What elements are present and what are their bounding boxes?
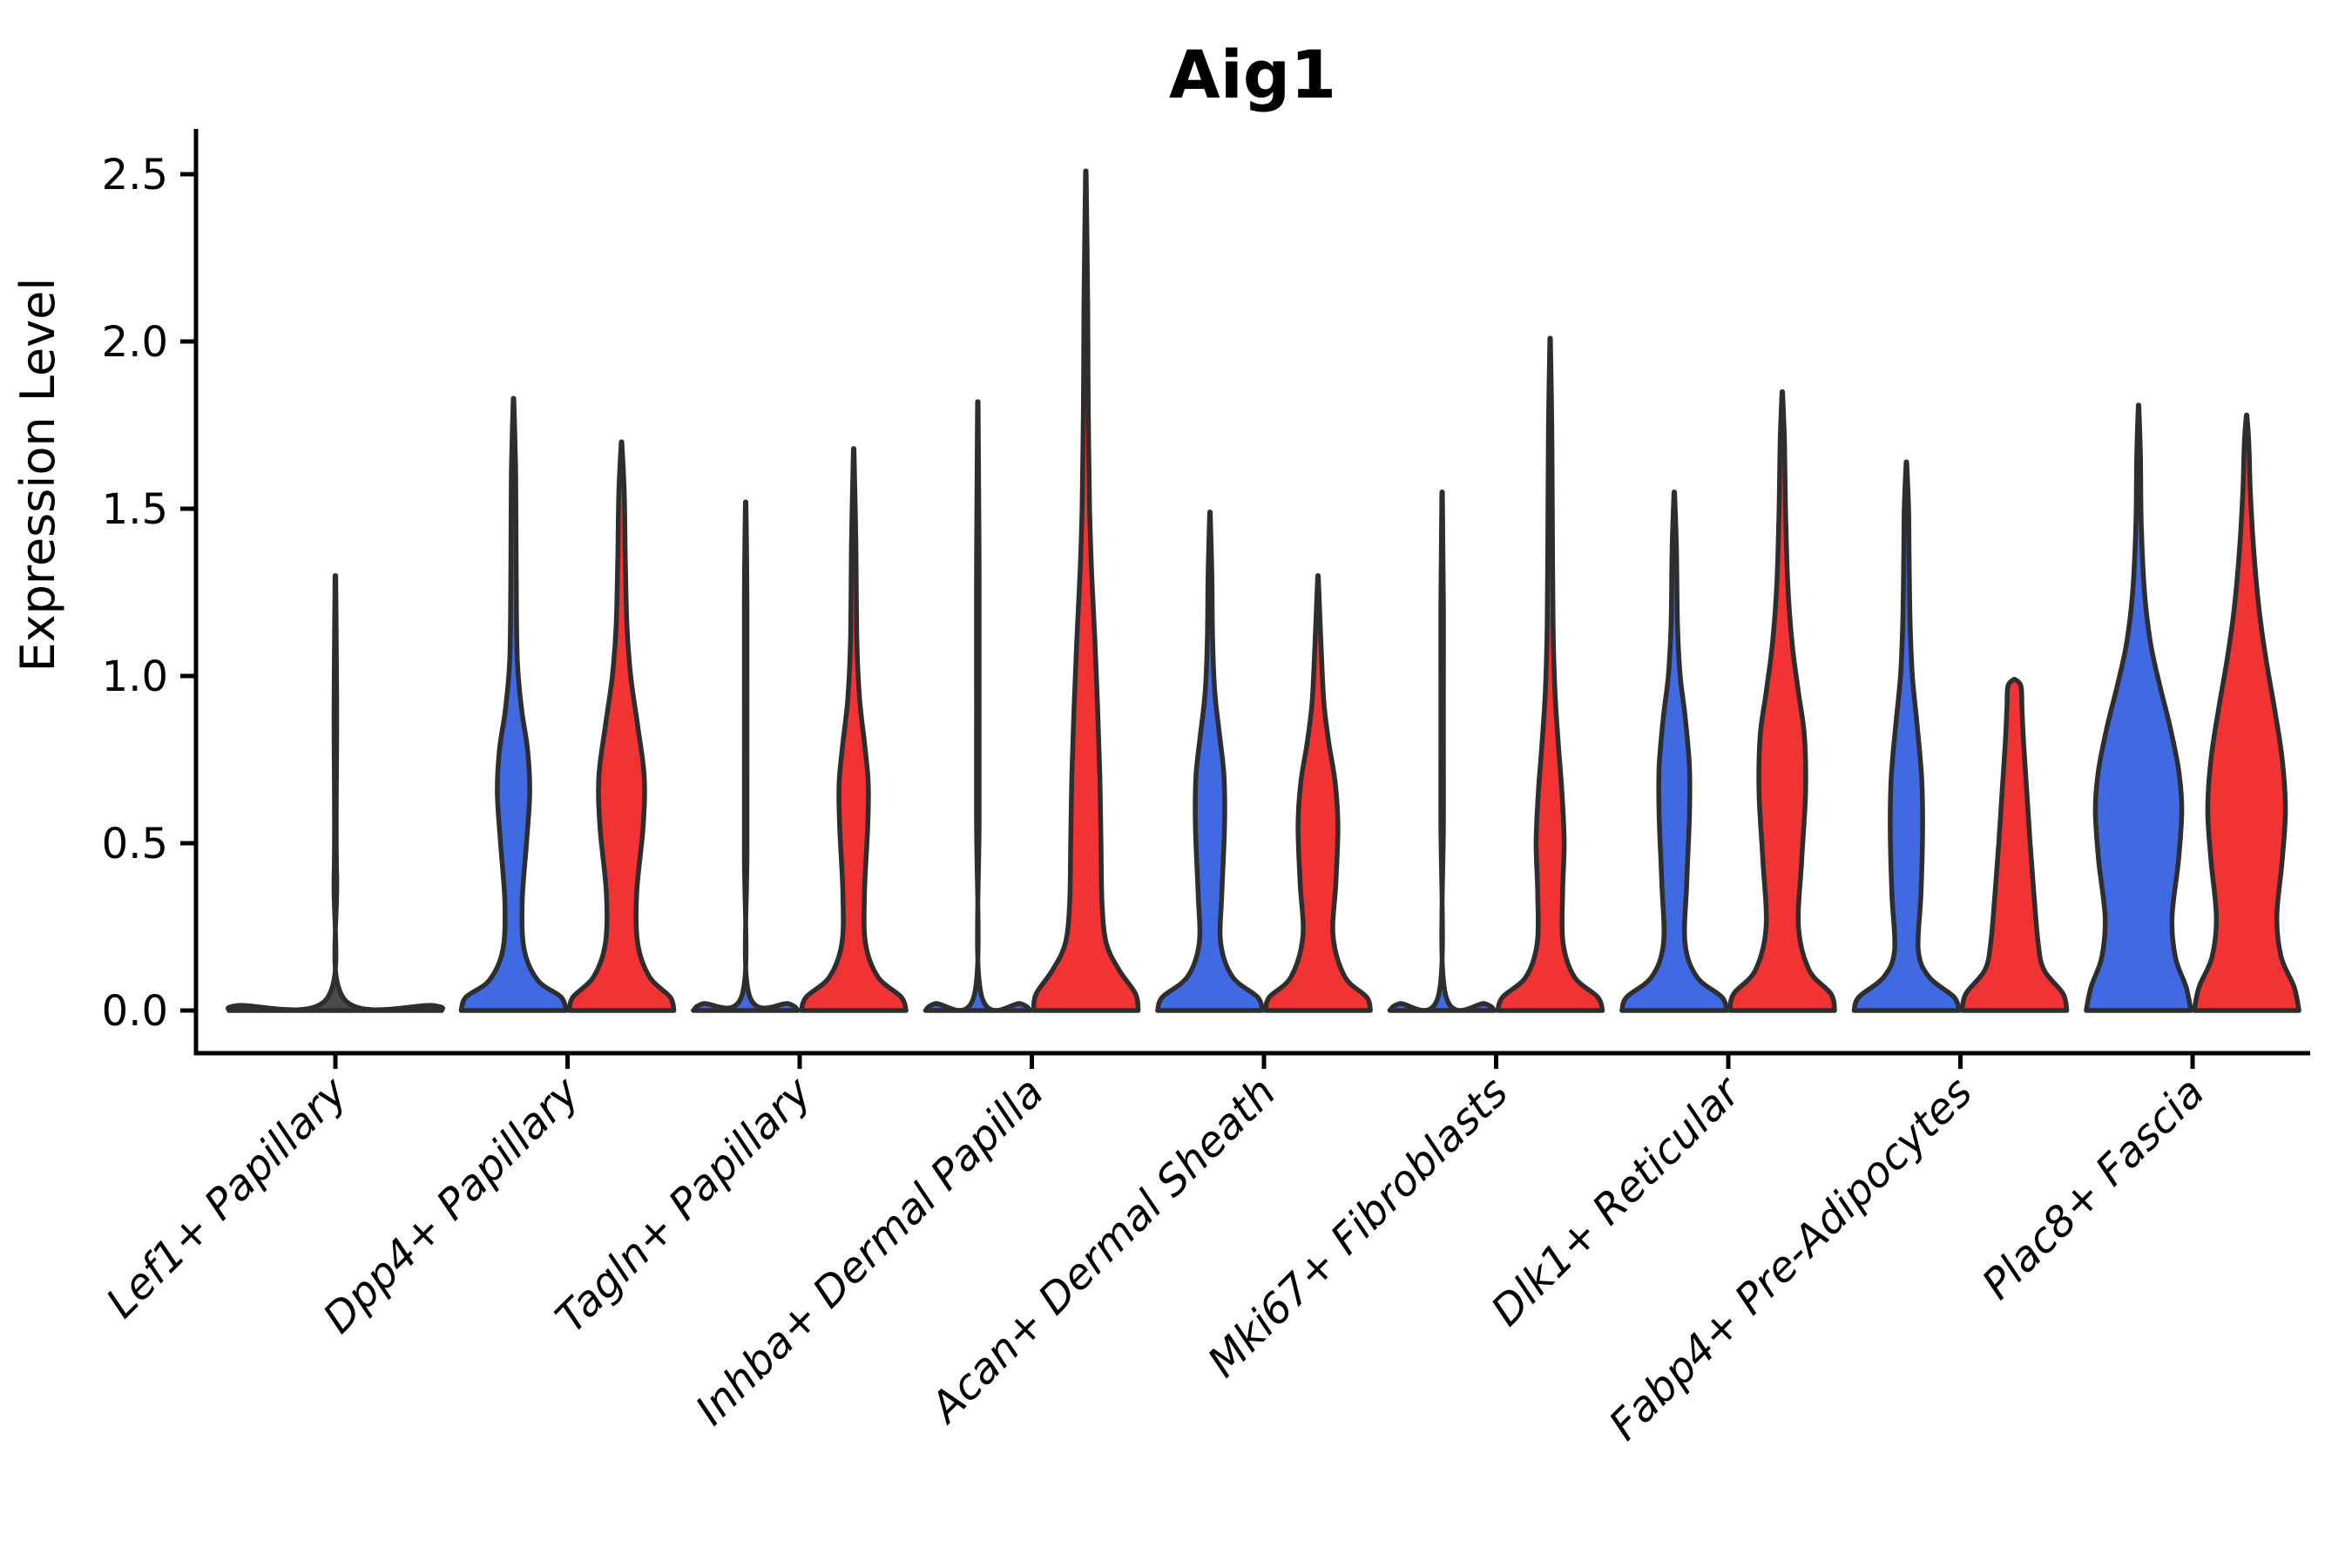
violin-dlk1-red xyxy=(1727,389,1837,1013)
violin-mki67-red xyxy=(1495,335,1605,1013)
violin-plac8-red xyxy=(2192,412,2301,1013)
y-axis-label: Expression Level xyxy=(10,278,65,672)
y-tick-label-2.0: 2.0 xyxy=(102,318,168,367)
violin-fabp4-blue xyxy=(1851,459,1962,1013)
violin-tagln-blue xyxy=(691,499,801,1013)
violin-dpp4-red xyxy=(566,439,677,1013)
y-ticks-group: 0.0 0.5 1.0 1.5 2.0 2.5 xyxy=(102,151,196,1036)
y-tick-label-0.0: 0.0 xyxy=(102,987,168,1036)
violin-tagln-red xyxy=(799,446,909,1013)
axes-group xyxy=(193,129,2310,1056)
violin-inhba-blue xyxy=(923,399,1033,1013)
violin-inhba-red xyxy=(1031,168,1141,1013)
violin-mki67-blue xyxy=(1387,490,1497,1013)
violin-acan-red xyxy=(1263,573,1373,1013)
x-tick-label-dlk1: Dlk1+ Reticular xyxy=(1482,1066,1752,1336)
y-tick-label-1.5: 1.5 xyxy=(102,485,168,534)
violin-dlk1-blue xyxy=(1619,490,1729,1013)
violin-acan-blue xyxy=(1155,510,1265,1013)
x-tick-label-dpp4: Dpp4+ Papillary xyxy=(314,1067,589,1342)
y-tick-label-1.0: 1.0 xyxy=(102,652,168,701)
violin-lef1-single xyxy=(226,573,445,1013)
violin-fabp4-red xyxy=(1959,677,2070,1013)
violin-plac8-blue xyxy=(2084,402,2193,1013)
x-tick-label-tagln: Tagln+ Papillary xyxy=(546,1067,821,1342)
x-tick-label-plac8: Plac8+ Fascia xyxy=(1973,1068,2214,1309)
x-tick-label-lef1: Lef1+ Papillary xyxy=(97,1067,357,1328)
violins-group xyxy=(226,168,2301,1013)
y-tick-label-2.5: 2.5 xyxy=(102,151,168,199)
y-tick-label-0.5: 0.5 xyxy=(102,820,168,868)
violin-dpp4-blue xyxy=(458,395,569,1013)
chart-title: Aig1 xyxy=(1169,36,1336,113)
